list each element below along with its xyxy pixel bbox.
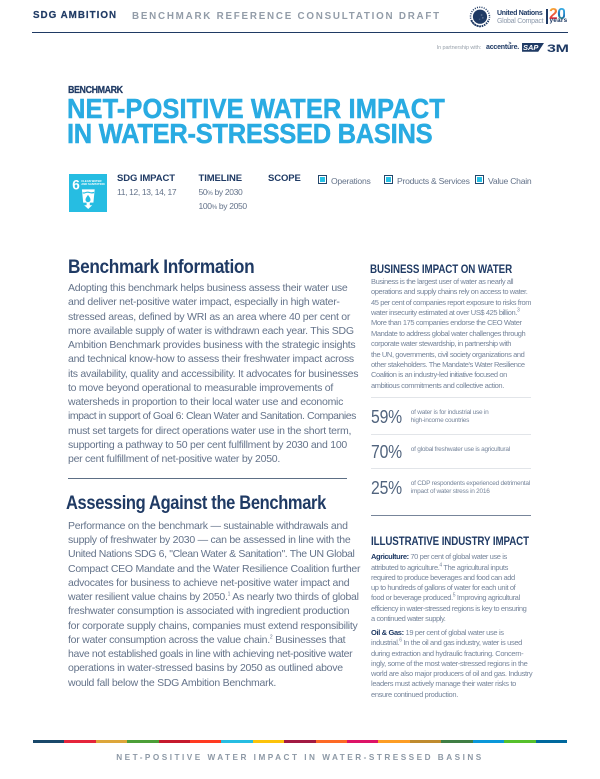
svg-text:6: 6 <box>72 177 80 192</box>
svg-text:CLEAN WATER: CLEAN WATER <box>81 178 101 182</box>
svg-text:SAP: SAP <box>523 43 538 52</box>
svg-text:AND SANITATION: AND SANITATION <box>81 182 105 186</box>
